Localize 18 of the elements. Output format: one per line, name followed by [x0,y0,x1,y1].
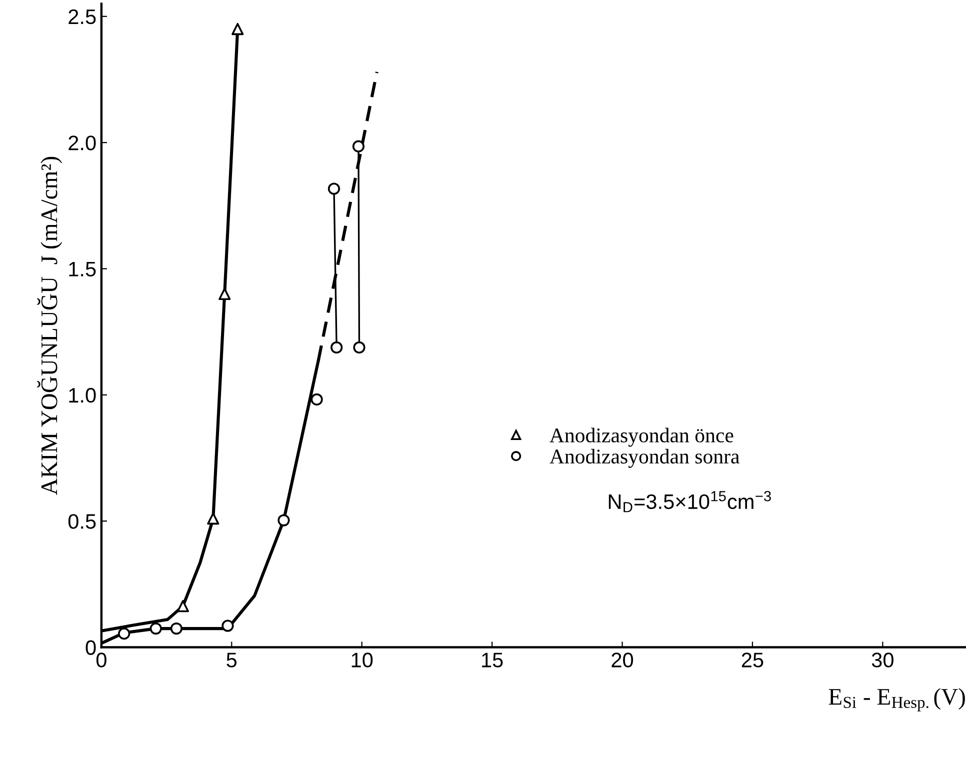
y-axis-title: AKIM YOĞUNLUĞU J (mA/cm²) [37,156,62,495]
x-tick-label: 25 [742,652,764,668]
x-tick-label: 0 [96,652,106,668]
y-tick-label: 2.0 [68,136,96,150]
x-tick-label: 5 [226,652,237,668]
legend-label: Anodizasyondan sonra [550,448,740,468]
legend-label: Anodizasyondan önce [550,428,734,447]
x-tick-label: 20 [612,652,634,668]
y-tick-label: 0.5 [68,514,96,529]
annotation: N$_{D}$=3.5×10$^{15}$cm$^{−3}$ [608,490,771,512]
x-tick-label: 10 [352,652,373,668]
y-tick-label: 0 [86,640,96,655]
y-tick-label: 1.5 [69,262,96,276]
x-tick-label: 15 [482,652,503,668]
y-tick-label: 2.5 [68,9,96,24]
y-tick-label: 1.0 [69,388,96,403]
x-axis-title: E$_{Si}$ - E$_{Hesp.}$(V) [828,688,965,712]
x-tick-label: 30 [872,652,894,668]
